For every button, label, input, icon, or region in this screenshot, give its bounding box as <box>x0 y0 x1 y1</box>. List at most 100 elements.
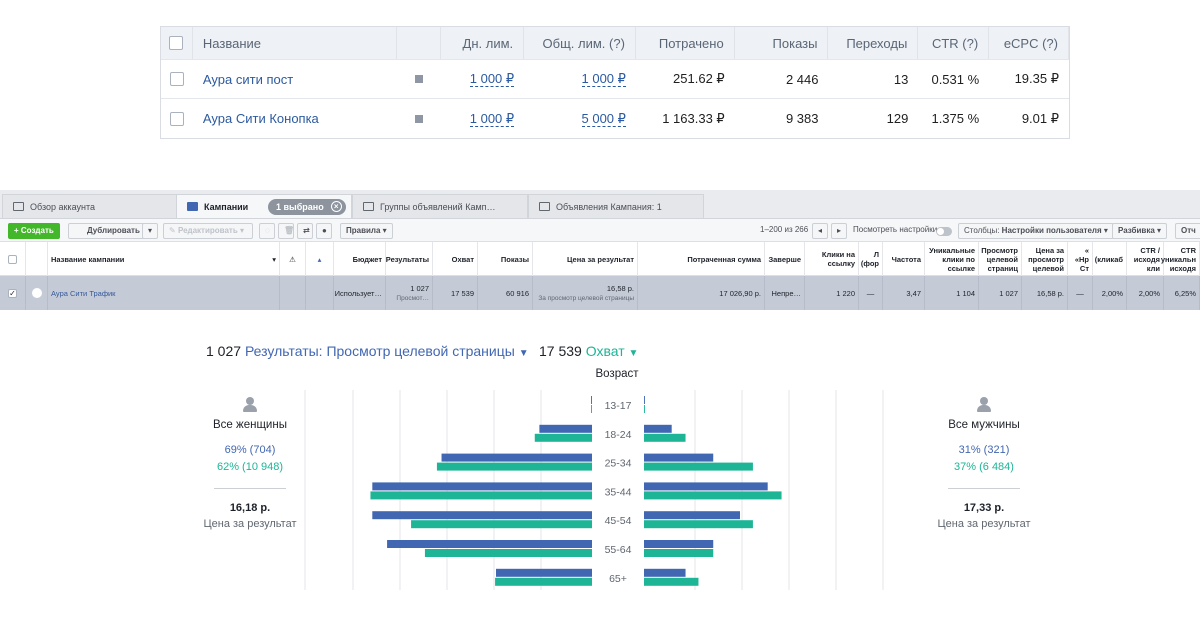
results-metric-selector[interactable]: 1 027 Результаты: Просмотр целевой стран… <box>206 343 529 359</box>
row-checkbox[interactable] <box>161 60 193 98</box>
col-landing-views[interactable]: Просмотр целевой страниц <box>979 242 1022 276</box>
tab-account-overview[interactable]: Обзор аккаунта <box>2 194 178 218</box>
bar-men-reach <box>644 577 699 586</box>
columns-button[interactable]: Столбцы: Настройки пользователя ▾ <box>958 223 1114 239</box>
results-chevron-down-icon[interactable]: ▼ <box>518 348 529 359</box>
col-amount-spent[interactable]: Потраченная сумма <box>638 242 765 276</box>
sort-chevron-icon[interactable]: ▾ <box>272 254 276 264</box>
campaign-name-link[interactable]: Аура сити пост <box>202 71 294 87</box>
col-cost-per-landing[interactable]: Цена за просмотр целевой <box>1022 242 1068 276</box>
col-frequency[interactable]: Частота <box>883 242 925 276</box>
daily-limit-value[interactable]: 1 000 ₽ <box>469 71 515 87</box>
age-tick-label: 13-17 <box>605 400 632 412</box>
men-summary: Все мужчины 31% (321) 37% (6 484) 17,33 … <box>904 397 1064 530</box>
cost-per-result-sub: За просмотр целевой страницы <box>538 295 634 302</box>
selected-count-badge[interactable]: 1 выбрано × <box>268 199 346 215</box>
header-daily-limit[interactable]: Дн. лим. <box>441 27 525 59</box>
col-reach[interactable]: Охват <box>433 242 478 276</box>
col-link-clicks[interactable]: Клики на ссылку <box>805 242 859 276</box>
bar-women-reach <box>495 577 592 586</box>
table-row[interactable]: ✓ Аура Сити Трафик Использует… 1 027 Прос… <box>0 276 1200 310</box>
col-ends[interactable]: Заверше <box>765 242 805 276</box>
campaign-stats-table: Название Дн. лим. Общ. лим. (?) Потрачен… <box>160 26 1070 139</box>
table-row: Аура Сити Конопка 1 000 ₽ 5 000 ₽ 1 163.… <box>161 99 1069 138</box>
campaign-toggle[interactable] <box>26 276 48 310</box>
clicks-value: 13 <box>893 71 909 87</box>
woman-icon <box>243 397 257 413</box>
reach-metric-selector[interactable]: 17 539 Охват ▼ <box>539 343 638 359</box>
col-ctr-outbound[interactable]: CTR / исходя кли <box>1127 242 1164 276</box>
select-all-checkbox[interactable] <box>161 27 193 59</box>
rules-button[interactable]: Правила ▾ <box>340 223 393 239</box>
clear-selection-icon[interactable]: × <box>330 201 342 212</box>
campaign-name-link[interactable]: Аура Сити Конопка <box>202 111 319 126</box>
prev-page-icon[interactable]: ◂ <box>812 223 828 239</box>
header-total-limit[interactable]: Общ. лим. (?) <box>524 27 636 59</box>
row-checkbox[interactable] <box>161 99 193 138</box>
create-button[interactable]: + Создать <box>8 223 60 239</box>
delete-icon[interactable]: 🗑 <box>278 223 294 239</box>
ctr-outbound-value: 2,00% <box>1127 276 1164 310</box>
status-square-icon <box>397 60 441 98</box>
col-results[interactable]: Результаты <box>386 242 433 276</box>
cost-per-landing-value: 16,58 р. <box>1022 276 1068 310</box>
rules-label: Правила <box>346 226 381 235</box>
budget-value: Использует… <box>334 276 386 310</box>
header-status <box>397 27 442 59</box>
women-reach: 62% (10 948) <box>216 461 284 473</box>
col-ctr-unique[interactable]: CTR уникальн исходя <box>1161 242 1200 276</box>
campaign-icon <box>187 202 198 211</box>
pagination-text: 1–200 из 266 <box>760 225 809 234</box>
daily-limit-value[interactable]: 1 000 ₽ <box>469 110 515 127</box>
bar-women-reach <box>411 520 592 529</box>
col-npm[interactable]: « «Нр Ст <box>1068 242 1093 276</box>
cost-per-result-value: 16,58 р. <box>606 284 634 293</box>
age-tick-label: 65+ <box>609 573 627 585</box>
results-cell: 1 027 Просмот… <box>386 276 433 310</box>
preview-icon[interactable]: ⇄ <box>297 223 313 239</box>
row-checkbox[interactable]: ✓ <box>0 276 26 310</box>
duplicate-button[interactable]: Дублировать <box>68 223 146 239</box>
next-page-icon[interactable]: ▸ <box>831 223 847 239</box>
ab-test-icon[interactable]: ◌ <box>259 223 275 239</box>
reports-button[interactable]: Отч <box>1175 223 1200 239</box>
breakdown-label: Разбивка <box>1118 226 1155 235</box>
col-l[interactable]: Л (фор <box>859 242 883 276</box>
col-campaign-name[interactable]: Название кампании ▾ <box>48 242 280 276</box>
campaign-name-link[interactable]: Аура Сити Трафик <box>48 276 280 310</box>
bar-men-results <box>644 453 714 462</box>
header-spent[interactable]: Потрачено <box>636 27 735 59</box>
duplicate-dropdown-chevron-icon[interactable]: ▾ <box>142 223 158 239</box>
header-impressions[interactable]: Показы <box>735 27 829 59</box>
col-cost-per-result[interactable]: Цена за результат <box>533 242 638 276</box>
tab-label: Кампании <box>204 201 249 212</box>
bar-men-results <box>644 424 672 433</box>
sort-arrow-icon[interactable]: ▴ <box>306 242 334 276</box>
reach-count: 17 539 <box>539 343 582 359</box>
bar-women-results <box>441 453 592 462</box>
header-clicks[interactable]: Переходы <box>828 27 919 59</box>
bar-women-results <box>591 396 592 404</box>
col-impressions[interactable]: Показы <box>478 242 533 276</box>
header-name[interactable]: Название <box>193 27 398 59</box>
col-budget[interactable]: Бюджет <box>334 242 386 276</box>
header-ecpc[interactable]: eCPC (?) <box>989 27 1069 59</box>
col-unique-link-clicks[interactable]: Уникальные клики по ссылке <box>925 242 979 276</box>
total-limit-value[interactable]: 1 000 ₽ <box>581 71 626 87</box>
ctr-value: 1.375 % <box>931 111 980 126</box>
view-settings-toggle[interactable] <box>936 227 952 236</box>
tab-adsets[interactable]: Группы объявлений Камп… <box>352 194 528 218</box>
warning-cell <box>280 276 306 310</box>
grid-header: Название кампании ▾ ⚠ ▴ Бюджет Результаты… <box>0 242 1200 276</box>
col-click-ctr[interactable]: (кликаб <box>1093 242 1127 276</box>
header-ctr[interactable]: CTR (?) <box>918 27 990 59</box>
bar-men-results <box>644 511 740 520</box>
breakdown-button[interactable]: Разбивка ▾ <box>1112 223 1168 239</box>
tag-icon[interactable]: ● <box>316 223 332 239</box>
bar-women-results <box>372 482 592 491</box>
select-all-checkbox[interactable] <box>0 242 26 276</box>
total-limit-value[interactable]: 5 000 ₽ <box>581 110 626 127</box>
tab-ads[interactable]: Объявления Кампания: 1 <box>528 194 704 218</box>
reach-chevron-down-icon[interactable]: ▼ <box>628 348 639 359</box>
edit-button[interactable]: ✎ Редактировать ▾ <box>163 223 253 239</box>
